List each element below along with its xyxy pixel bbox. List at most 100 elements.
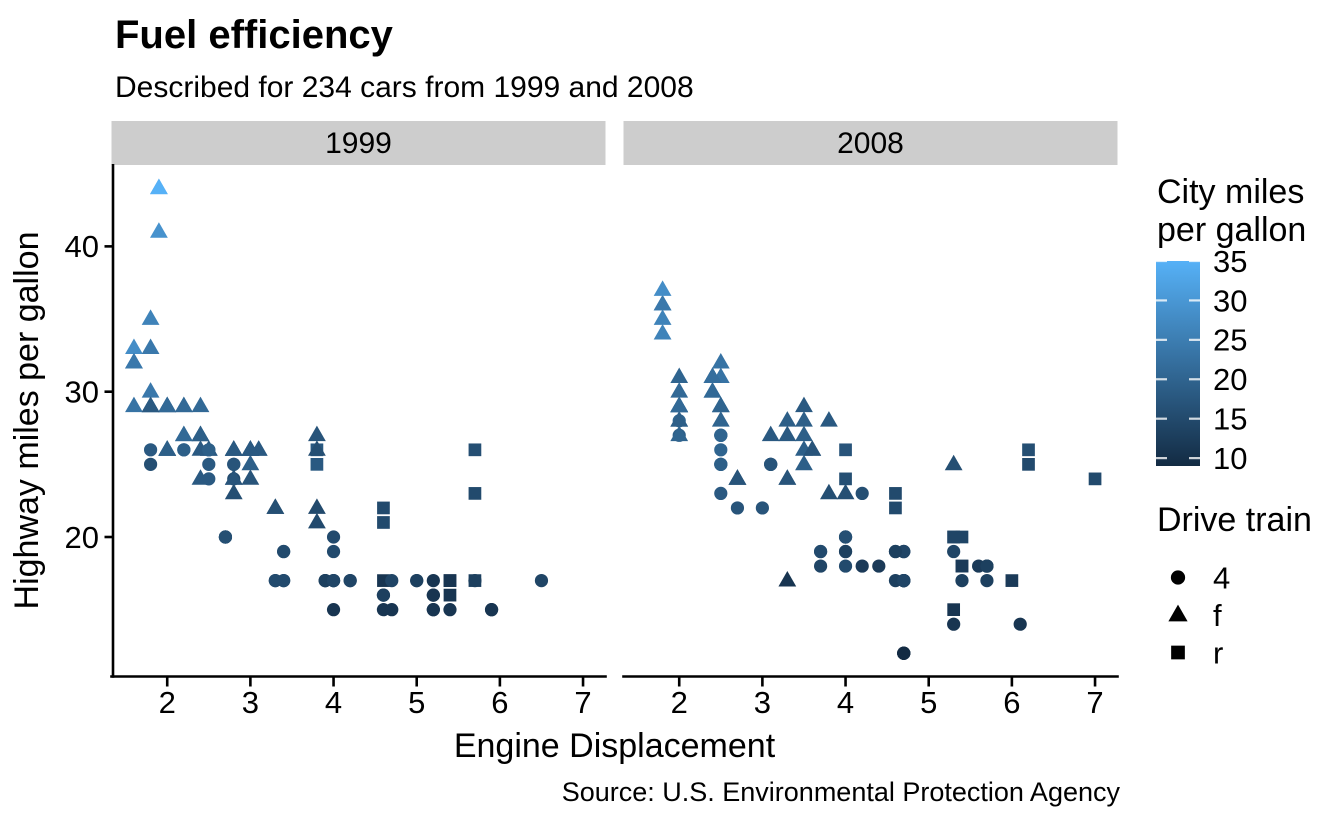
data-point [277,573,291,588]
data-point [764,457,778,471]
shape-legend-label: f [1213,598,1222,633]
data-point [158,396,177,413]
data-point [803,440,822,456]
data-point [889,501,902,515]
facet-strip-label-2008: 2008 [837,127,904,160]
data-point [653,294,672,311]
data-point [778,411,797,427]
data-point [141,396,160,413]
data-point [795,454,813,471]
data-point [534,573,549,588]
data-point [944,454,963,471]
data-point [670,367,689,384]
data-point [820,483,838,500]
data-point [326,530,341,544]
data-point [310,457,324,471]
data-point [326,603,341,617]
data-point [177,443,191,457]
colorbar-tick-label: 35 [1213,244,1247,279]
data-point [266,498,285,514]
data-point [872,559,886,573]
data-point [385,573,399,588]
y-tick-label: 30 [65,375,99,410]
facet-strip-1999 [111,121,606,165]
data-point [241,440,260,456]
data-point [141,382,160,398]
data-point [714,486,728,501]
data-point [426,588,440,602]
data-point [711,353,730,369]
shape-legend: Drive train 4fr [1157,501,1312,670]
facet-strips: 1999 2008 [111,121,1118,165]
x-tick-label: 2 [671,685,688,720]
data-point [814,559,828,573]
colorbar-tick-label: 10 [1213,441,1247,476]
data-point [426,573,440,588]
data-point [778,570,797,587]
data-point [308,425,326,442]
data-point [1022,457,1035,471]
data-point [143,457,158,471]
data-point [141,338,160,354]
data-point [218,530,233,544]
colorbar-tick-label: 25 [1213,323,1247,358]
x-tick-label: 6 [491,685,508,720]
data-point [158,440,177,456]
data-point [377,501,390,515]
x-tick-label: 7 [574,685,591,720]
data-point [980,573,994,588]
data-point [308,498,326,514]
data-point [855,559,869,573]
data-point [855,486,869,501]
data-point [484,603,499,617]
data-point [410,573,424,588]
data-point [670,411,689,427]
shape-legend-keys: 4fr [1168,560,1230,670]
data-point [468,573,482,588]
x-tick-label: 6 [1003,685,1020,720]
data-point [1170,570,1186,585]
data-point [711,411,730,427]
data-point [224,469,243,485]
data-point [150,178,168,195]
data-point [1013,617,1027,631]
data-point [125,353,143,369]
data-point [326,573,341,588]
colorbar-tick-label: 30 [1213,283,1247,318]
data-point [125,338,143,354]
colorbar-ticks [1156,259,1200,460]
y-axis-title: Highway miles per gallon [8,232,46,610]
data-point [814,544,828,559]
x-tick-label: 7 [1086,685,1103,720]
x-axis-title: Engine Displacement [454,727,776,765]
data-point [125,396,143,413]
data-point [377,516,390,529]
color-legend-title-line1: City miles [1157,173,1304,211]
data-point [653,323,672,340]
data-point [839,472,852,486]
y-tick-label: 20 [65,520,99,555]
data-point [703,367,722,384]
y-tick-label: 40 [65,229,99,264]
data-point [947,617,961,631]
data-point [277,544,291,559]
data-point [730,501,745,515]
data-point [728,469,747,485]
colorbar-tick-label: 20 [1213,362,1247,397]
data-point [947,544,961,559]
data-point [150,222,168,238]
data-point [1088,472,1102,486]
data-point [343,573,357,588]
data-point [761,425,780,442]
data-point [1168,604,1188,622]
data-point [308,440,326,456]
data-point [224,440,243,456]
data-point [795,411,813,427]
data-point [308,512,326,529]
data-point [820,411,838,427]
data-point [224,483,243,500]
data-points [125,178,1102,660]
data-point [443,588,457,602]
colorbar-tick-label: 15 [1213,402,1247,437]
